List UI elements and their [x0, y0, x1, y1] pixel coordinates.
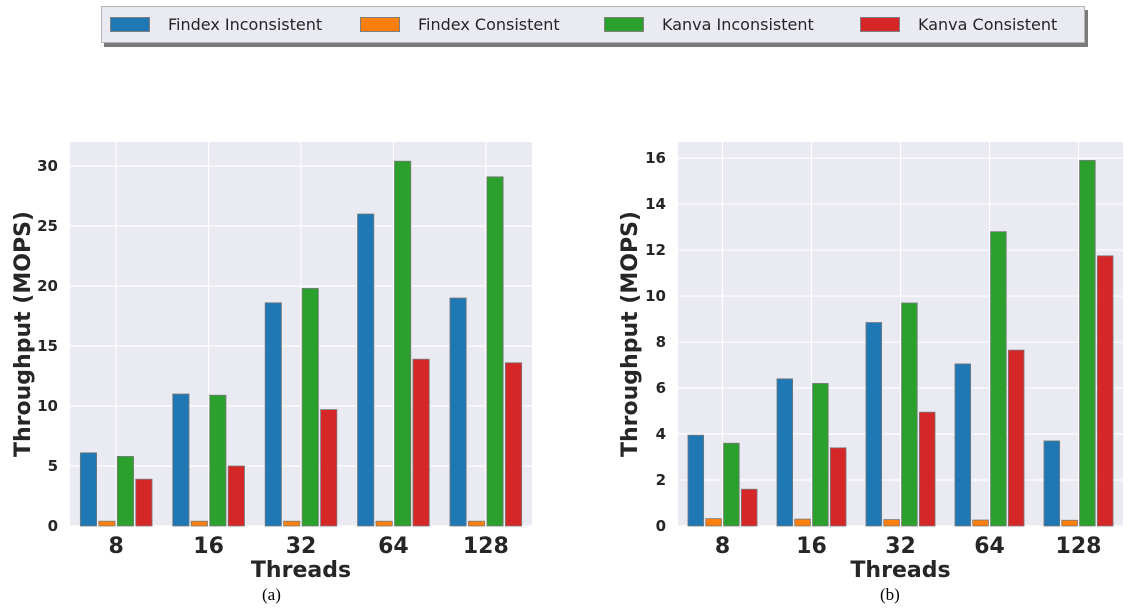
bar-kanva-consistent-64 [1007, 349, 1025, 527]
chart-a: 0 5 10 15 20 25 30 8 16 32 64 128 Threads Throughput … [11, 142, 532, 583]
panel-label-b: (b) [880, 585, 900, 604]
bar-kanva-consistent-16 [829, 447, 847, 527]
y-tick-label: 30 [37, 157, 58, 175]
x-tick-label: 64 [378, 534, 409, 559]
bar-kanva-inconsistent-32 [301, 287, 319, 527]
bar-kanva-inconsistent-16 [812, 383, 829, 527]
bar-findex-inconsistent-128 [1043, 440, 1061, 527]
chart-b: 0 2 4 6 8 10 12 14 16 8 16 32 64 128 Threads Throughput… [618, 142, 1123, 583]
bar-findex-consistent-16 [190, 520, 208, 527]
y-tick-label: 25 [37, 217, 58, 235]
x-tick-label: 16 [796, 534, 827, 559]
bar-findex-inconsistent-8 [79, 452, 98, 527]
y-tick-label: 16 [645, 149, 666, 167]
y-tick-label: 4 [656, 425, 666, 443]
y-tick-label: 0 [656, 517, 666, 535]
bar-kanva-consistent-128 [1096, 255, 1114, 527]
legend-label-kanva-consistent: Kanva Consistent [918, 15, 1058, 34]
legend-item-findex-inconsistent: Findex Inconsistent [110, 7, 322, 42]
y-axis-label: Throughput (MOPS) [618, 211, 643, 457]
bar-kanva-consistent-16 [227, 465, 245, 527]
y-tick-label: 8 [656, 333, 666, 351]
legend-item-findex-consistent: Findex Consistent [360, 7, 560, 42]
y-tick-label: 0 [48, 517, 58, 535]
legend-swatch-findex-inconsistent [110, 17, 150, 32]
chart-legend: Findex Inconsistent Findex Consistent Ka… [101, 6, 1085, 43]
bar-findex-inconsistent-16 [776, 378, 794, 527]
bar-kanva-inconsistent-64 [394, 160, 412, 527]
legend-swatch-findex-consistent [360, 17, 400, 32]
bar-kanva-consistent-8 [740, 488, 758, 527]
x-tick-label: 128 [463, 534, 509, 559]
bar-findex-inconsistent-128 [449, 297, 467, 527]
bar-findex-consistent-64 [972, 519, 989, 527]
bar-kanva-inconsistent-8 [116, 455, 134, 527]
legend-item-kanva-inconsistent: Kanva Inconsistent [604, 7, 814, 42]
y-tick-label: 15 [37, 337, 58, 355]
bar-findex-consistent-8 [98, 520, 116, 527]
y-tick-label: 5 [48, 457, 58, 475]
bar-findex-consistent-16 [794, 518, 811, 527]
legend-label-kanva-inconsistent: Kanva Inconsistent [662, 15, 814, 34]
x-axis-label: Threads [251, 558, 351, 583]
bar-findex-consistent-128 [1061, 519, 1078, 527]
bar-findex-consistent-32 [283, 520, 301, 527]
y-tick-label: 2 [656, 471, 666, 489]
x-tick-label: 64 [974, 534, 1005, 559]
bar-findex-inconsistent-8 [687, 434, 705, 527]
bar-kanva-consistent-64 [412, 358, 430, 527]
x-tick-label: 16 [193, 534, 224, 559]
y-axis-label: Throughput (MOPS) [11, 211, 36, 457]
bar-findex-inconsistent-16 [172, 393, 190, 527]
x-tick-label: 8 [715, 534, 730, 559]
legend-swatch-kanva-inconsistent [604, 17, 644, 32]
x-tick-label: 8 [109, 534, 124, 559]
bar-kanva-consistent-32 [918, 411, 936, 527]
bar-kanva-inconsistent-64 [990, 231, 1007, 527]
legend-label-findex-inconsistent: Findex Inconsistent [168, 15, 323, 34]
bar-kanva-inconsistent-32 [901, 302, 918, 527]
bar-findex-inconsistent-64 [954, 363, 972, 527]
bar-findex-consistent-32 [883, 519, 900, 527]
bar-findex-inconsistent-32 [865, 322, 883, 527]
bar-findex-consistent-8 [705, 518, 722, 527]
x-tick-label: 32 [885, 534, 916, 559]
y-tick-label: 10 [37, 397, 58, 415]
legend-swatch-kanva-consistent [860, 17, 900, 32]
bar-kanva-inconsistent-128 [1079, 159, 1096, 527]
legend-item-kanva-consistent: Kanva Consistent [860, 7, 1057, 42]
y-tick-label: 20 [37, 277, 58, 295]
bar-findex-consistent-128 [468, 520, 486, 527]
y-tick-label: 10 [645, 287, 666, 305]
y-tick-label: 14 [645, 195, 666, 213]
x-tick-label: 128 [1056, 534, 1102, 559]
legend-label-findex-consistent: Findex Consistent [418, 15, 560, 34]
bar-kanva-consistent-8 [135, 478, 153, 527]
bar-kanva-inconsistent-8 [723, 442, 740, 527]
bar-kanva-consistent-128 [504, 362, 523, 527]
x-tick-label: 32 [286, 534, 317, 559]
y-tick-label: 6 [656, 379, 666, 397]
bar-kanva-inconsistent-16 [209, 394, 227, 527]
x-axis-label: Threads [850, 558, 950, 583]
panel-label-a: (a) [262, 585, 281, 604]
bar-kanva-inconsistent-128 [486, 176, 504, 527]
bar-findex-inconsistent-64 [357, 213, 375, 527]
bar-findex-consistent-64 [375, 520, 393, 527]
y-tick-label: 12 [645, 241, 666, 259]
bar-kanva-consistent-32 [320, 409, 338, 527]
bar-findex-inconsistent-32 [264, 302, 282, 527]
